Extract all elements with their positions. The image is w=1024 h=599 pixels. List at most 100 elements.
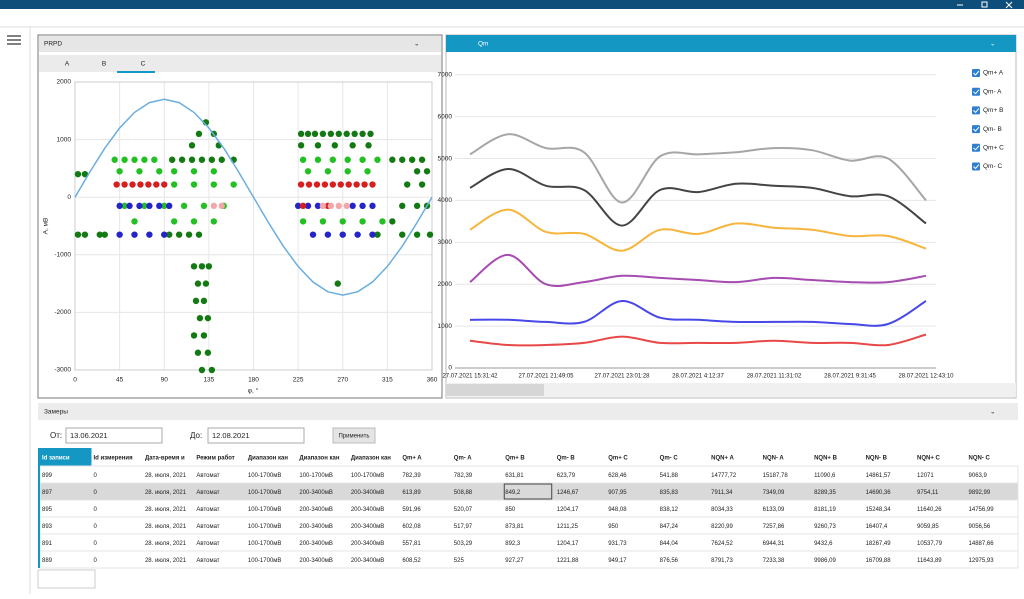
column-header[interactable]: Qm+ A	[402, 456, 422, 462]
table-cell: 100-1700мВ	[248, 473, 281, 479]
series-line	[469, 333, 927, 347]
scatter-point	[190, 263, 198, 270]
table-cell: 950	[608, 524, 619, 530]
column-header[interactable]: Id измерения	[93, 456, 133, 462]
apply-label[interactable]: Применить	[338, 434, 369, 440]
column-header[interactable]: NQN- B	[866, 456, 888, 462]
legend-checkbox[interactable]	[972, 143, 980, 152]
from-input[interactable]	[65, 427, 163, 444]
column-header[interactable]: NQN- C	[969, 456, 991, 462]
column-header[interactable]: Qm- B	[557, 456, 576, 462]
legend-check[interactable]	[973, 126, 980, 132]
column-header[interactable]: Диапазон кан	[248, 456, 288, 462]
column-header[interactable]: NQN- A	[763, 456, 785, 462]
column-header[interactable]: Qm- C	[660, 456, 679, 462]
x-tick-label: 28.07.2021 12:43:10	[898, 374, 954, 380]
table-cell: 0	[93, 490, 97, 496]
column-header[interactable]: NQN+ B	[814, 456, 838, 462]
legend-check[interactable]	[973, 70, 980, 76]
scatter-point	[178, 156, 186, 163]
table-cell: 927,27	[505, 558, 524, 564]
sine-curve	[74, 98, 433, 296]
scatter-point	[190, 181, 198, 188]
collapse-icon[interactable]: ⌄	[414, 41, 419, 48]
collapse-icon[interactable]: ⌄	[990, 41, 995, 48]
table-cell: 15248,34	[866, 507, 892, 513]
scrollbar-thumb[interactable]	[446, 384, 544, 396]
table-cell: 100-1700мВ	[248, 507, 281, 513]
y-tick-label: 1000	[57, 136, 72, 143]
table-cell: 28. июля, 2021	[145, 473, 187, 479]
scatter-point	[359, 218, 366, 225]
scatter-point	[200, 202, 208, 210]
tab[interactable]: A	[65, 61, 70, 68]
legend-check[interactable]	[973, 164, 980, 170]
x-tick-label: 28.07.2021 11:31:02	[747, 374, 802, 380]
column-header[interactable]: Диапазон кан	[299, 456, 339, 462]
legend-check[interactable]	[973, 108, 980, 114]
column-header[interactable]: NQN+ C	[917, 456, 941, 462]
scatter-point	[389, 156, 396, 163]
menu-button[interactable]	[7, 35, 21, 45]
from-value[interactable]: 13.06.2021	[70, 431, 108, 440]
table-cell: 100-1700мВ	[248, 490, 281, 496]
column-header[interactable]: NQN+ A	[711, 456, 734, 462]
table-cell: 8791,73	[711, 558, 733, 564]
table-cell: 28. июля, 2021	[145, 541, 187, 547]
legend-label[interactable]: Qm+ B	[983, 107, 1003, 114]
legend-label[interactable]: Qm- C	[983, 163, 1002, 170]
column-header[interactable]: Дата-время и	[145, 456, 185, 462]
scatter-point	[145, 181, 152, 188]
column-header[interactable]: Qm+ B	[505, 456, 525, 462]
scatter-point	[399, 156, 406, 163]
column-header[interactable]: Режим работ	[196, 455, 234, 462]
scatter-point	[136, 168, 143, 175]
column-header[interactable]: Диапазон кан	[351, 456, 391, 462]
legend-checkbox[interactable]	[972, 162, 980, 171]
legend-checkbox[interactable]	[972, 69, 980, 77]
table-cell: 14777,72	[711, 473, 737, 479]
table-cell: 8289,35	[814, 490, 836, 496]
table-cell: 14861,57	[866, 473, 892, 479]
scatter-point	[198, 263, 206, 270]
scatter-point	[359, 156, 366, 163]
legend-label[interactable]: Qm+ C	[983, 145, 1004, 152]
legend-label[interactable]: Qm- B	[983, 126, 1002, 133]
to-label: До:	[190, 431, 202, 440]
legend-check[interactable]	[973, 145, 980, 151]
y-tick-label: 2000	[438, 281, 453, 288]
apply-button[interactable]	[332, 427, 376, 444]
legend-label[interactable]: Qm- A	[983, 88, 1002, 95]
column-header[interactable]: Qm+ C	[608, 456, 628, 462]
scatter-point	[369, 231, 376, 238]
collapse-icon[interactable]: ⌄	[990, 409, 995, 416]
legend-checkbox[interactable]	[972, 87, 980, 96]
column-header[interactable]: Qm- A	[454, 456, 472, 462]
table-cell: 628,46	[608, 473, 627, 479]
table-cell: 1204,17	[557, 507, 579, 513]
scatter-point	[137, 181, 144, 188]
to-input[interactable]	[207, 427, 305, 444]
scatter-point	[334, 280, 341, 287]
prpd-chart: -3000 -2000 -1000 0 1000 2000 0 45 90 135 180 225 27…	[54, 79, 437, 384]
table-cell: 0	[93, 558, 97, 564]
scrollbar[interactable]	[446, 383, 1016, 397]
legend-checkbox[interactable]	[972, 106, 980, 115]
table-cell: 200-3400мВ	[299, 524, 332, 530]
table-cell: 200-3400мВ	[351, 524, 384, 530]
tab[interactable]: C	[141, 61, 146, 68]
to-value[interactable]: 12.08.2021	[212, 431, 250, 440]
tab[interactable]: B	[102, 61, 106, 68]
legend-checkbox[interactable]	[972, 125, 980, 134]
scatter-point	[319, 130, 327, 138]
column-header[interactable]: Id записи	[42, 456, 70, 462]
legend-label[interactable]: Qm+ A	[983, 70, 1004, 77]
table-cell: Автомат	[196, 473, 219, 479]
table-cell: 602,08	[402, 524, 421, 530]
scatter-point	[353, 181, 360, 188]
x-tick-label: 28.07.2021 9:31:45	[824, 374, 876, 380]
legend-check[interactable]	[973, 89, 980, 95]
scatter-point	[190, 168, 198, 175]
window-buttons[interactable]	[957, 1, 1013, 9]
scatter-point	[129, 181, 136, 188]
